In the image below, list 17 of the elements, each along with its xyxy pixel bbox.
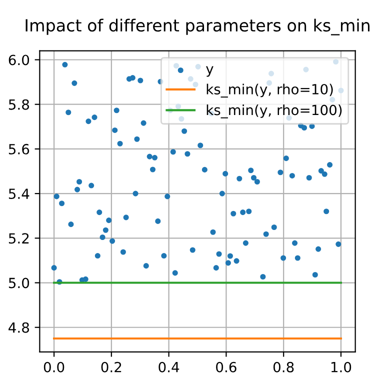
y-tick-label: 5.6 — [8, 144, 30, 154]
y-tick-label: 5.8 — [8, 99, 30, 110]
x-tick-label: 0.6 — [216, 362, 236, 372]
y-tick-label: 4.8 — [8, 322, 30, 333]
x-tick-label: 0.0 — [44, 362, 64, 372]
y-tick-label: 5.0 — [8, 278, 30, 288]
legend-label: y — [206, 66, 214, 77]
legend-label: ks_min(y, rho=10) — [206, 84, 333, 98]
x-tick-label: 0.8 — [273, 362, 294, 372]
chart-title: Impact of different parameters on ks_min — [26, 18, 370, 36]
y-tick-label: 6.0 — [8, 54, 30, 66]
x-tick-label: 0.4 — [158, 362, 180, 372]
x-tick-label: 0.2 — [101, 362, 122, 372]
y-tick-label: 5.4 — [8, 188, 30, 200]
x-tick-label: 1.0 — [331, 362, 352, 372]
legend-label: ks_min(y, rho=100) — [206, 104, 342, 118]
y-tick-label: 5.2 — [8, 233, 29, 244]
